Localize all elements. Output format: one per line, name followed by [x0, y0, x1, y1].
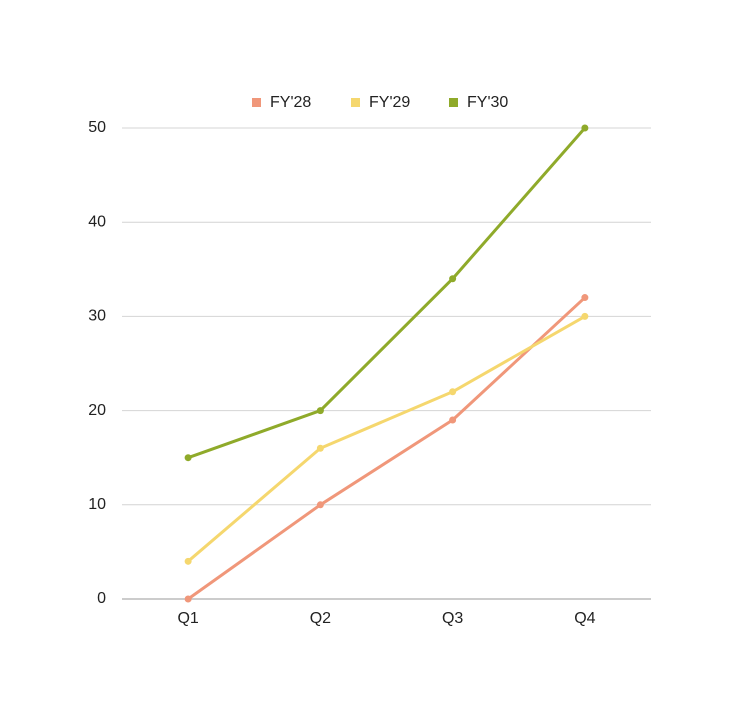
legend-label: FY'30: [467, 94, 508, 111]
y-tick-label: 30: [88, 308, 106, 325]
data-point: [581, 294, 589, 302]
y-tick-label: 0: [97, 590, 106, 607]
series-line: [187, 127, 587, 460]
series-line: [187, 296, 586, 601]
data-point: [316, 407, 324, 415]
legend-label: FY'29: [369, 94, 410, 111]
y-tick-label: 10: [88, 496, 106, 513]
data-point: [316, 444, 324, 452]
data-point: [184, 454, 192, 462]
data-point: [449, 275, 457, 283]
legend-swatch: [449, 98, 458, 107]
data-point: [581, 312, 589, 320]
data-point: [449, 388, 457, 396]
legend-label: FY'28: [270, 94, 311, 111]
legend-swatch: [252, 98, 261, 107]
y-tick-label: 40: [88, 213, 106, 230]
series-line: [187, 315, 586, 563]
data-point: [184, 557, 192, 565]
x-tick-label: Q2: [310, 610, 331, 627]
y-tick-label: 20: [88, 402, 106, 419]
legend-swatch: [351, 98, 360, 107]
data-point: [316, 501, 324, 509]
x-tick-label: Q3: [442, 610, 463, 627]
x-tick-label: Q1: [177, 610, 198, 627]
data-point: [581, 124, 589, 132]
y-tick-label: 50: [88, 119, 106, 136]
data-point: [449, 416, 457, 424]
data-point: [184, 595, 192, 603]
x-tick-label: Q4: [574, 610, 595, 627]
